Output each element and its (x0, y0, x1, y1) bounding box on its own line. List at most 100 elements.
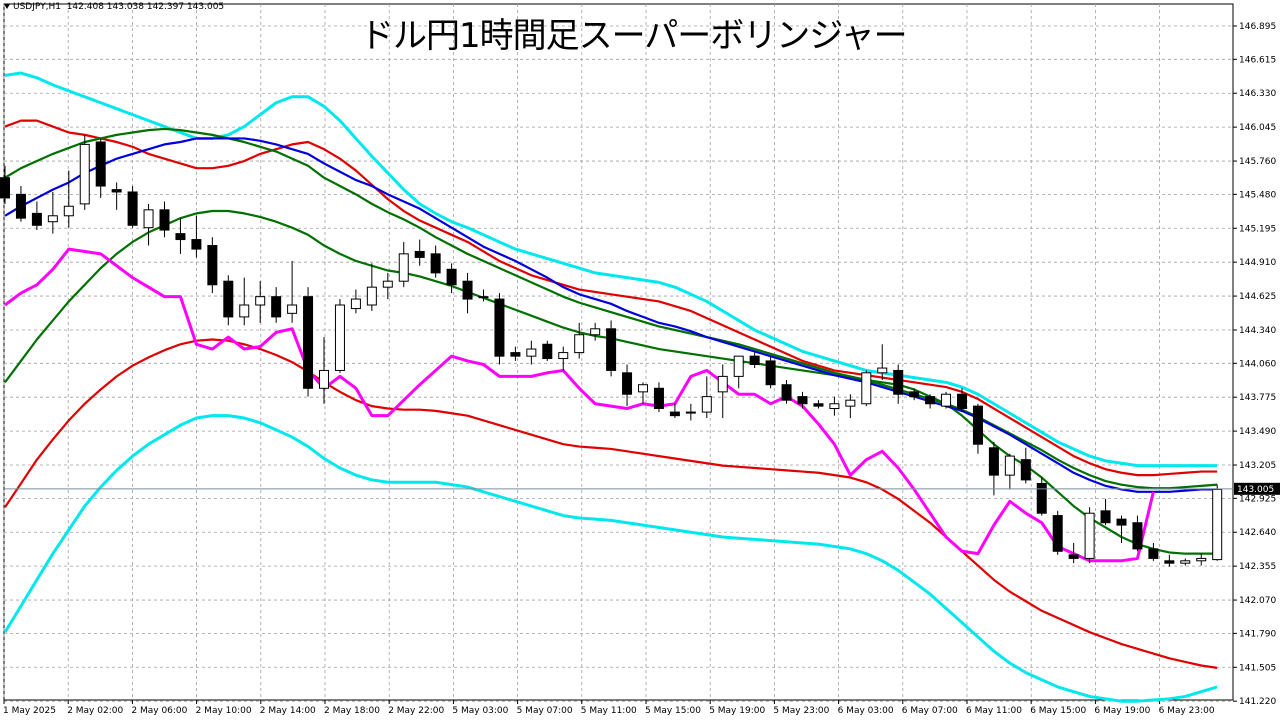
candle-body (606, 328, 617, 371)
candle-body (494, 298, 505, 357)
y-tick-label: 143.490 (1239, 427, 1276, 437)
candle-body (334, 304, 345, 371)
candle-body (797, 396, 808, 405)
candle-body (781, 384, 792, 401)
candle-body (398, 253, 409, 282)
candle-body (542, 343, 553, 360)
candle-body (845, 399, 856, 407)
candle-body (430, 253, 441, 274)
candle-body (941, 393, 952, 407)
y-tick-label: 146.895 (1239, 22, 1276, 32)
x-tick-label: 2 May 14:00 (260, 706, 316, 716)
candle-body (382, 280, 393, 288)
candle-body (733, 355, 744, 377)
candle-body (15, 193, 26, 219)
candle-body (1116, 518, 1127, 526)
candle-body (1020, 459, 1031, 481)
y-tick-label: 141.790 (1239, 629, 1276, 639)
candle-body (972, 405, 983, 445)
candle-body (1068, 554, 1079, 559)
collapse-triangle-icon[interactable] (4, 4, 10, 9)
x-tick-label: 1 May 2025 (3, 706, 56, 716)
candle-body (207, 245, 218, 286)
x-tick-label: 2 May 22:00 (388, 706, 444, 716)
candle-body (111, 189, 122, 193)
x-tick-label: 5 May 19:00 (709, 706, 765, 716)
x-tick-label: 5 May 11:00 (581, 706, 637, 716)
candle-body (574, 334, 585, 354)
candle-body (47, 215, 58, 223)
chart-header: USDJPY,H1 142.408 143.038 142.397 143.00… (4, 2, 224, 12)
candle-body (558, 352, 569, 360)
candle-body (143, 209, 154, 229)
candle-body (1004, 455, 1015, 476)
candle-body (1164, 560, 1175, 564)
x-tick-label: 6 May 23:00 (1159, 706, 1215, 716)
candle-body (0, 177, 10, 199)
x-tick-label: 5 May 07:00 (517, 706, 573, 716)
symbol-label: USDJPY,H1 (13, 2, 61, 12)
plot-frame (3, 3, 1234, 701)
candle-body (1196, 557, 1207, 562)
sigma2-upper-line (4, 119, 1218, 477)
candle-body (829, 403, 840, 410)
y-tick-label: 142.640 (1239, 528, 1276, 538)
candle-body (701, 396, 712, 413)
candle-body (63, 205, 74, 217)
y-tick-label: 144.060 (1239, 359, 1276, 369)
y-tick-label: 142.925 (1239, 494, 1276, 504)
y-tick-label: 141.220 (1239, 697, 1276, 707)
candle-body (350, 298, 361, 310)
x-tick-label: 6 May 11:00 (966, 706, 1022, 716)
y-tick-label: 142.070 (1239, 596, 1276, 606)
ohlc-readout: 142.408 143.038 142.397 143.005 (66, 2, 225, 12)
middle-band-line (4, 137, 1218, 493)
candle-body (622, 372, 633, 395)
candle-body (223, 280, 234, 318)
y-tick-label: 144.910 (1239, 258, 1276, 268)
y-tick-label: 145.760 (1239, 157, 1276, 167)
candle-body (462, 280, 473, 300)
candle-body (366, 286, 377, 306)
x-tick-label: 2 May 02:00 (67, 706, 123, 716)
x-tick-label: 2 May 18:00 (324, 706, 380, 716)
x-tick-label: 2 May 06:00 (131, 706, 187, 716)
candle-body (79, 143, 90, 205)
x-tick-label: 5 May 03:00 (452, 706, 508, 716)
candle-body (287, 304, 298, 314)
candle-body (988, 447, 999, 476)
candle-body (653, 387, 664, 410)
y-tick-label: 146.615 (1239, 55, 1276, 65)
candle-body (1180, 560, 1191, 564)
y-tick-label: 143.205 (1239, 461, 1276, 471)
y-tick-label: 144.340 (1239, 326, 1276, 336)
candle-body (813, 403, 824, 407)
candle-body (239, 304, 250, 318)
candle-body (31, 212, 42, 226)
y-tick-label: 145.195 (1239, 224, 1276, 234)
sigma2-lower-line (4, 338, 1218, 669)
y-tick-label: 146.045 (1239, 123, 1276, 133)
y-tick-label: 143.775 (1239, 393, 1276, 403)
candle-body (319, 369, 329, 389)
candle-body (861, 372, 872, 405)
y-tick-label: 141.505 (1239, 663, 1276, 673)
candle-body (749, 355, 760, 365)
x-tick-label: 5 May 15:00 (645, 706, 701, 716)
x-tick-label: 6 May 19:00 (1094, 706, 1150, 716)
y-tick-label: 146.330 (1239, 89, 1276, 99)
y-tick-label: 144.625 (1239, 292, 1276, 302)
chart-title: ドル円1時間足スーパーボリンジャー (360, 16, 908, 56)
candle-body (414, 250, 425, 258)
y-tick-label: 145.480 (1239, 190, 1276, 200)
candle-body (95, 141, 106, 187)
candle-body (303, 296, 314, 389)
candle-body (1084, 512, 1095, 559)
candle-body (191, 239, 202, 250)
x-tick-label: 6 May 07:00 (902, 706, 958, 716)
sigma1-upper-line (4, 127, 1218, 490)
candle-body (590, 328, 601, 336)
candle-body (1212, 488, 1223, 561)
